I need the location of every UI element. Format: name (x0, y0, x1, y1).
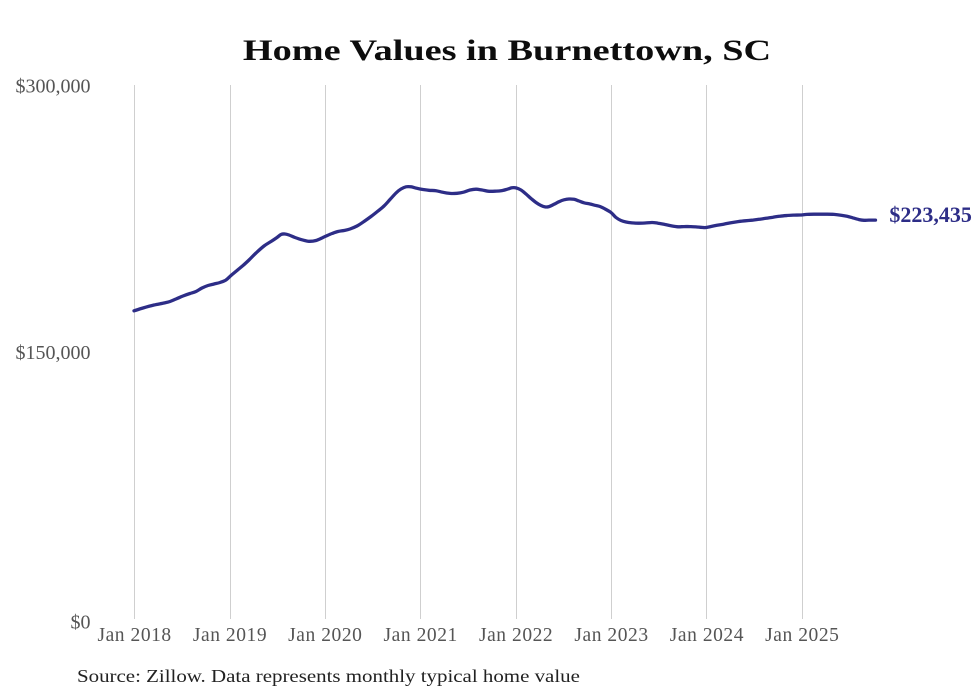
svg-text:Jan 2021: Jan 2021 (384, 625, 458, 646)
svg-text:Source: Zillow. Data represent: Source: Zillow. Data represents monthly … (77, 667, 580, 686)
svg-text:Jan 2018: Jan 2018 (97, 625, 171, 646)
svg-text:$300,000: $300,000 (16, 75, 91, 97)
svg-text:Jan 2020: Jan 2020 (288, 625, 362, 646)
svg-text:Jan 2019: Jan 2019 (193, 625, 267, 646)
svg-text:Jan 2023: Jan 2023 (574, 625, 648, 646)
svg-text:Jan 2024: Jan 2024 (670, 625, 744, 646)
svg-text:$150,000: $150,000 (16, 342, 91, 364)
svg-text:$223,435: $223,435 (889, 202, 972, 227)
svg-text:Home Values in Burnettown, SC: Home Values in Burnettown, SC (243, 35, 771, 67)
svg-text:$0: $0 (71, 612, 91, 634)
svg-text:Jan 2025: Jan 2025 (765, 625, 839, 646)
svg-text:Jan 2022: Jan 2022 (479, 625, 553, 646)
